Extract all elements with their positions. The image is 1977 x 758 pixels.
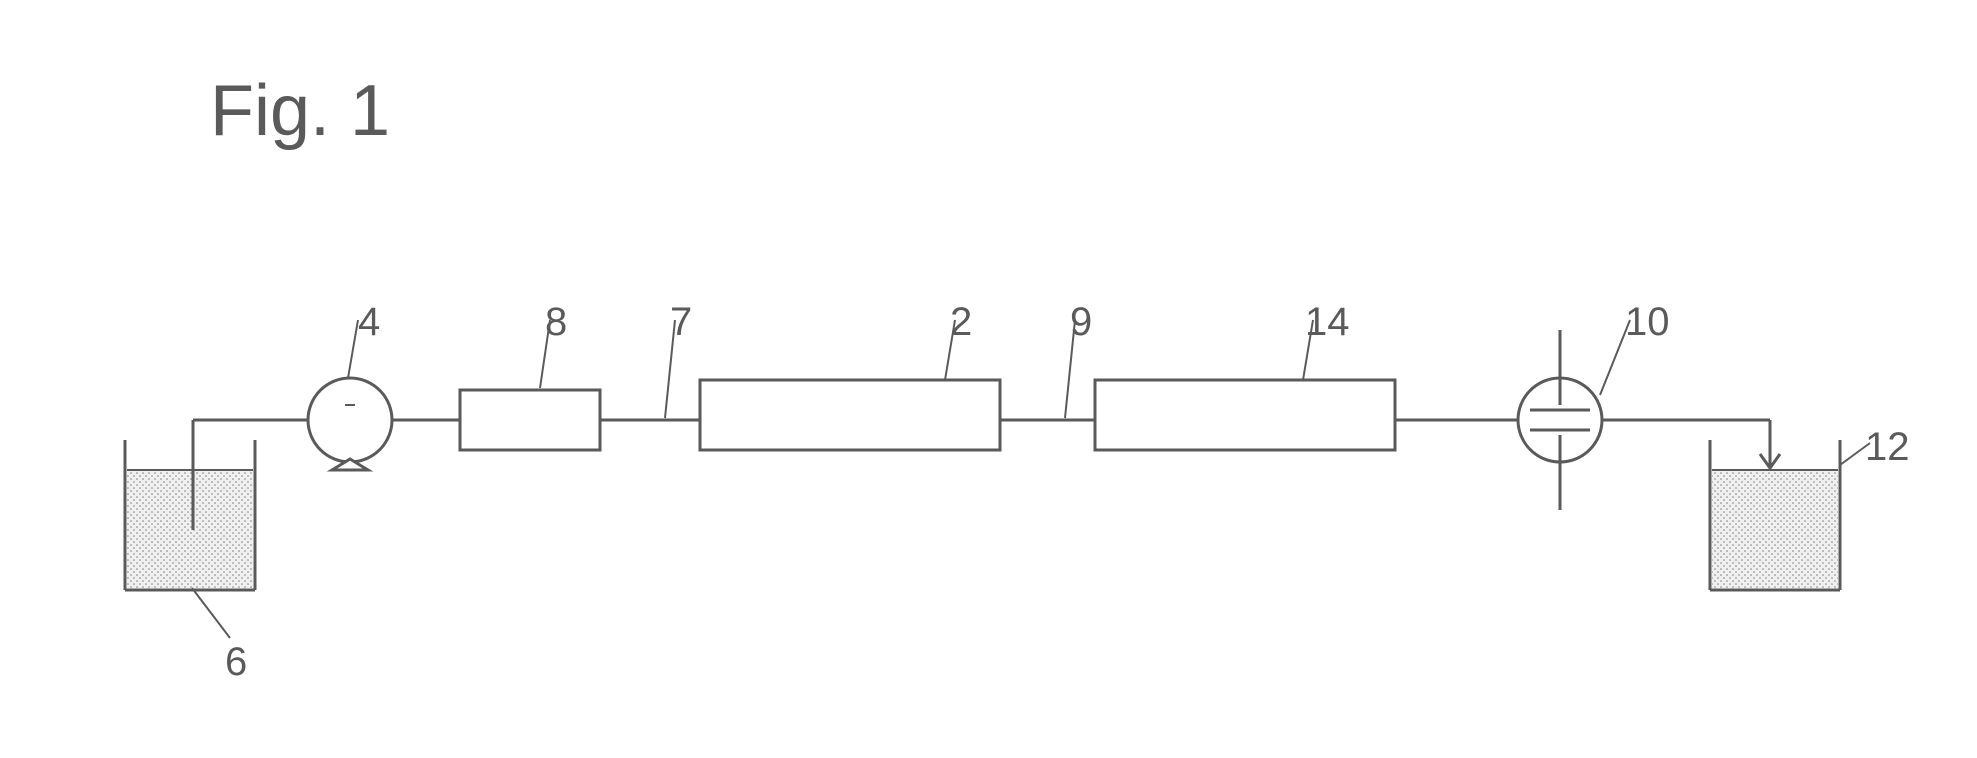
diagram-svg [0, 0, 1977, 758]
label-14: 14 [1305, 300, 1350, 345]
label-12: 12 [1865, 425, 1910, 470]
label-6: 6 [225, 640, 247, 685]
label-4: 4 [358, 300, 380, 345]
label-8: 8 [545, 300, 567, 345]
label-9: 9 [1070, 300, 1092, 345]
label-10: 10 [1625, 300, 1670, 345]
label-7: 7 [670, 300, 692, 345]
label-2: 2 [950, 300, 972, 345]
